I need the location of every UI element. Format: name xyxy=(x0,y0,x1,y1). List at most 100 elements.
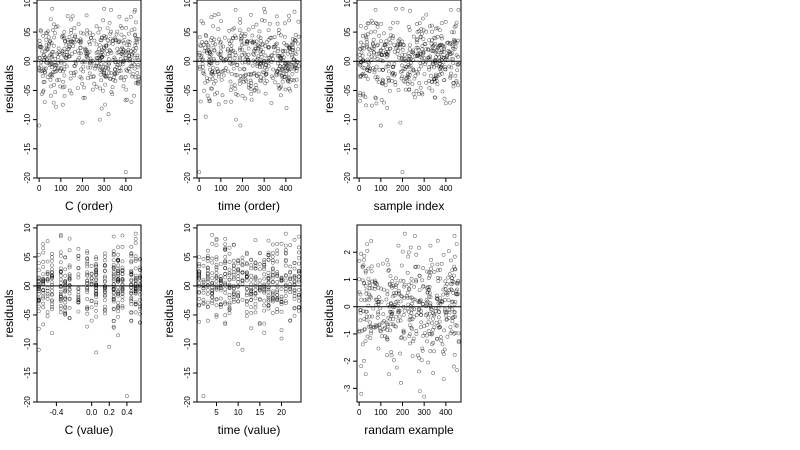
data-point xyxy=(49,71,54,76)
x-axis-title: C (order) xyxy=(65,199,113,213)
data-point xyxy=(359,251,364,256)
data-point xyxy=(444,317,449,322)
data-point xyxy=(256,89,261,94)
data-point xyxy=(58,280,63,285)
data-point xyxy=(42,100,47,105)
data-point xyxy=(214,275,219,280)
data-point xyxy=(427,270,432,275)
data-point xyxy=(369,329,374,333)
data-point xyxy=(270,275,275,280)
data-point xyxy=(277,86,282,91)
data-point xyxy=(50,275,54,280)
y-tick-label: -10 xyxy=(343,113,352,125)
data-point xyxy=(276,27,281,32)
x-tick-label: 200 xyxy=(236,184,250,193)
data-point xyxy=(200,64,205,69)
data-point xyxy=(374,101,379,106)
data-point xyxy=(275,309,280,314)
data-point xyxy=(418,85,423,90)
data-point xyxy=(438,69,443,74)
data-point xyxy=(290,64,295,69)
data-point xyxy=(369,58,374,63)
data-point xyxy=(76,309,81,314)
data-point xyxy=(295,41,300,46)
data-point xyxy=(124,67,129,72)
data-point xyxy=(266,276,271,281)
data-point xyxy=(120,268,125,273)
data-point xyxy=(400,39,405,44)
data-point xyxy=(371,50,376,55)
y-tick-label: 10 xyxy=(23,223,32,232)
data-point xyxy=(275,279,280,284)
data-point xyxy=(54,104,58,109)
data-point xyxy=(421,51,426,56)
data-point xyxy=(263,10,267,15)
data-point xyxy=(45,75,50,79)
data-point xyxy=(44,55,49,60)
data-point xyxy=(432,349,437,354)
data-point xyxy=(400,249,405,254)
data-point xyxy=(263,81,268,86)
data-point xyxy=(201,300,206,305)
data-point xyxy=(67,272,72,277)
data-point xyxy=(282,41,287,45)
data-point xyxy=(108,31,113,36)
data-point xyxy=(443,65,448,70)
data-point xyxy=(227,245,232,250)
data-point xyxy=(94,281,99,285)
data-point xyxy=(266,287,271,292)
data-point xyxy=(288,286,293,291)
data-point xyxy=(384,51,389,56)
data-point xyxy=(124,17,129,22)
data-point xyxy=(111,258,116,263)
data-point xyxy=(455,292,460,296)
data-point xyxy=(390,279,395,283)
data-point xyxy=(244,252,249,257)
data-point xyxy=(45,31,50,36)
data-point xyxy=(104,65,108,70)
data-point xyxy=(234,73,239,78)
data-point xyxy=(376,295,381,300)
data-point xyxy=(440,43,445,48)
data-point xyxy=(374,64,379,69)
data-point xyxy=(451,30,456,35)
data-point xyxy=(233,92,238,96)
data-point xyxy=(126,66,131,71)
data-point xyxy=(223,300,228,305)
data-point xyxy=(369,103,374,108)
data-point xyxy=(292,296,297,301)
data-point xyxy=(121,84,126,89)
data-point xyxy=(69,27,74,32)
data-point xyxy=(365,32,370,37)
data-point xyxy=(385,324,390,329)
data-point xyxy=(102,45,107,50)
data-point xyxy=(236,259,241,264)
data-point xyxy=(102,6,107,11)
data-point xyxy=(270,291,275,296)
data-point xyxy=(243,96,248,101)
data-point xyxy=(87,40,92,45)
data-point xyxy=(372,280,377,285)
data-point xyxy=(91,87,95,92)
data-point xyxy=(43,55,48,60)
data-point xyxy=(449,30,454,34)
data-point xyxy=(382,287,386,292)
plot-frame xyxy=(196,0,302,179)
data-point xyxy=(214,267,219,272)
data-point xyxy=(391,64,396,69)
data-point xyxy=(451,61,456,66)
data-point xyxy=(89,35,93,40)
data-point xyxy=(135,71,140,75)
data-point xyxy=(253,238,258,243)
data-point xyxy=(444,317,449,322)
data-point xyxy=(253,287,258,292)
data-point xyxy=(255,64,260,69)
data-point xyxy=(393,83,398,87)
data-point xyxy=(424,12,429,17)
data-point xyxy=(442,96,447,101)
data-point xyxy=(292,78,296,83)
data-point xyxy=(63,283,68,288)
data-point xyxy=(240,94,245,98)
data-point xyxy=(118,62,123,67)
data-point xyxy=(444,310,449,315)
